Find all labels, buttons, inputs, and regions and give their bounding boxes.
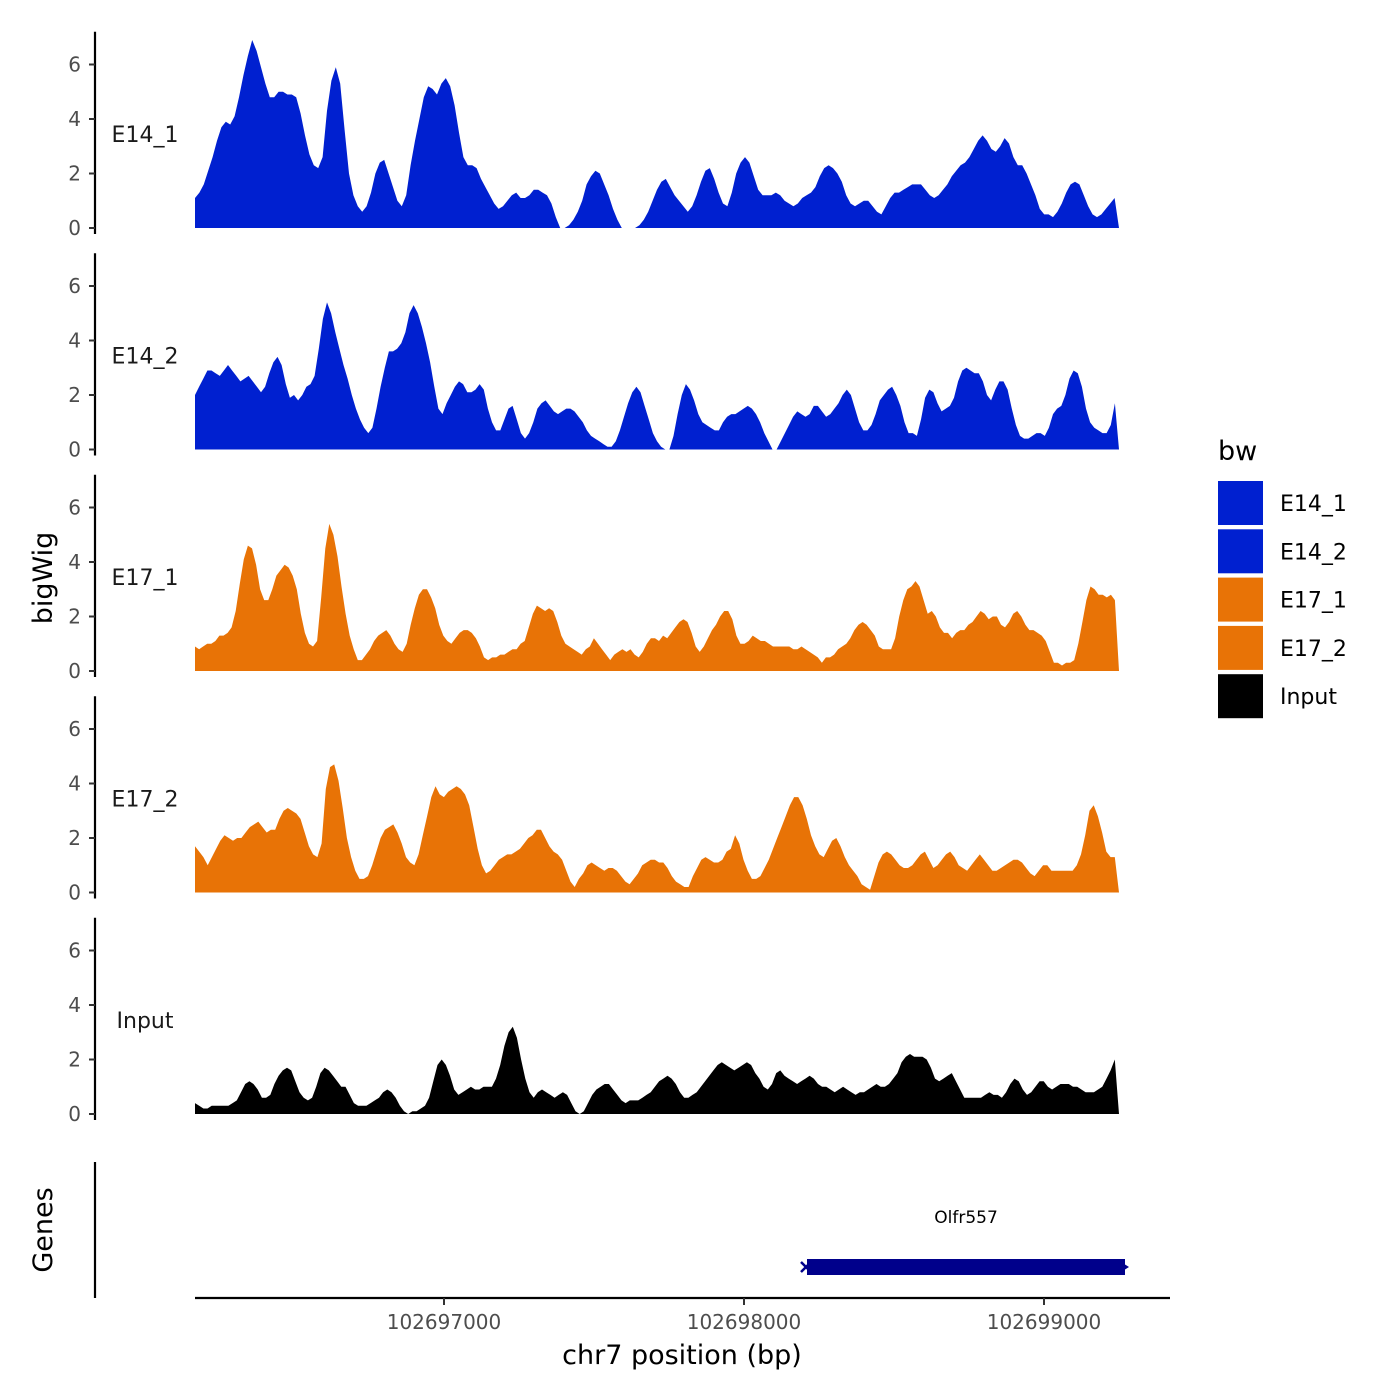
y-tick-label-Input-4: 4 [68, 993, 81, 1017]
x-axis: 102697000 102698000 102699000 [195, 1296, 1170, 1334]
legend-swatch-Input [1218, 674, 1263, 719]
track-label-E14_1: E14_1 [112, 123, 179, 148]
y-tick-label-E17_1-2: 2 [68, 605, 81, 629]
y-tick-label-E14_1-6: 6 [68, 53, 81, 77]
y-tick-label-E14_1-4: 4 [68, 107, 81, 131]
tracks-layer: 0 2 4 6 E14_1 0 2 4 6 E14_2 0 2 4 6 E17_1 0 2 4 6 E17_2 0 2 4 6… [68, 31, 1119, 1126]
legend-swatch-E14_1 [1218, 481, 1263, 525]
area-E14_2 [195, 302, 1119, 450]
legend: bw E14_1 E14_2 E17_1 E17_2 Input [1218, 436, 1347, 719]
legend-label-E14_2: E14_2 [1280, 540, 1347, 565]
y-tick-label-E17_1-4: 4 [68, 550, 81, 574]
track-panel-Input: 0 2 4 6 Input [68, 917, 1119, 1126]
y-tick-label-E17_1-6: 6 [68, 496, 81, 520]
legend-swatch-E17_1 [1218, 577, 1263, 622]
y-tick-label-E17_1-0: 0 [68, 659, 81, 683]
gene-label-Olfr557: Olfr557 [934, 1208, 998, 1228]
genes-track: Genes Olfr557 [28, 1162, 1129, 1298]
x-tick-label-102698000: 102698000 [687, 1310, 802, 1334]
track-panel-E14_2: 0 2 4 6 E14_2 [68, 253, 1119, 462]
track-label-E17_1: E17_1 [112, 566, 179, 591]
legend-label-E14_1: E14_1 [1280, 492, 1347, 517]
genes-track-title: Genes [28, 1187, 59, 1272]
y-tick-label-E14_2-2: 2 [68, 383, 81, 407]
track-panel-E17_2: 0 2 4 6 E17_2 [68, 696, 1119, 905]
y-tick-label-E14_2-0: 0 [68, 438, 81, 462]
y-tick-label-E14_1-2: 2 [68, 162, 81, 186]
y-tick-label-E17_2-2: 2 [68, 826, 81, 850]
track-label-E14_2: E14_2 [112, 345, 179, 370]
legend-swatch-E14_2 [1218, 529, 1263, 574]
y-tick-label-E14_2-6: 6 [68, 274, 81, 298]
legend-label-E17_2: E17_2 [1280, 637, 1347, 662]
legend-label-Input: Input [1280, 685, 1337, 710]
x-tick-label-102699000: 102699000 [987, 1310, 1102, 1334]
x-tick-label-102697000: 102697000 [387, 1310, 502, 1334]
legend-title: bw [1218, 436, 1257, 467]
area-E14_1 [195, 40, 1119, 228]
area-E17_1 [195, 523, 1119, 671]
y-tick-label-E14_2-4: 4 [68, 329, 81, 353]
y-tick-label-E17_2-6: 6 [68, 717, 81, 741]
gene-start-marker-Olfr557 [800, 1261, 812, 1273]
area-Input [195, 1026, 1119, 1114]
y-axis-title: bigWig [28, 532, 59, 625]
y-tick-label-E17_2-4: 4 [68, 772, 81, 796]
area-E17_2 [195, 764, 1119, 893]
legend-swatch-E17_2 [1218, 625, 1263, 670]
track-label-E17_2: E17_2 [112, 788, 179, 813]
track-panel-E17_1: 0 2 4 6 E17_1 [68, 474, 1119, 683]
track-panel-E14_1: 0 2 4 6 E14_1 [68, 31, 1119, 240]
y-tick-label-Input-6: 6 [68, 939, 81, 963]
legend-label-E17_1: E17_1 [1280, 589, 1347, 614]
gene-body-Olfr557 [807, 1259, 1125, 1275]
track-label-Input: Input [117, 1009, 174, 1034]
gene-strand-arrow-Olfr557 [1121, 1262, 1129, 1272]
x-axis-title: chr7 position (bp) [562, 1340, 802, 1371]
y-tick-label-E14_1-0: 0 [68, 216, 81, 240]
gene-Olfr557: Olfr557 [800, 1208, 1129, 1275]
y-tick-label-Input-0: 0 [68, 1102, 81, 1126]
y-tick-label-E17_2-0: 0 [68, 881, 81, 905]
y-tick-label-Input-2: 2 [68, 1048, 81, 1072]
